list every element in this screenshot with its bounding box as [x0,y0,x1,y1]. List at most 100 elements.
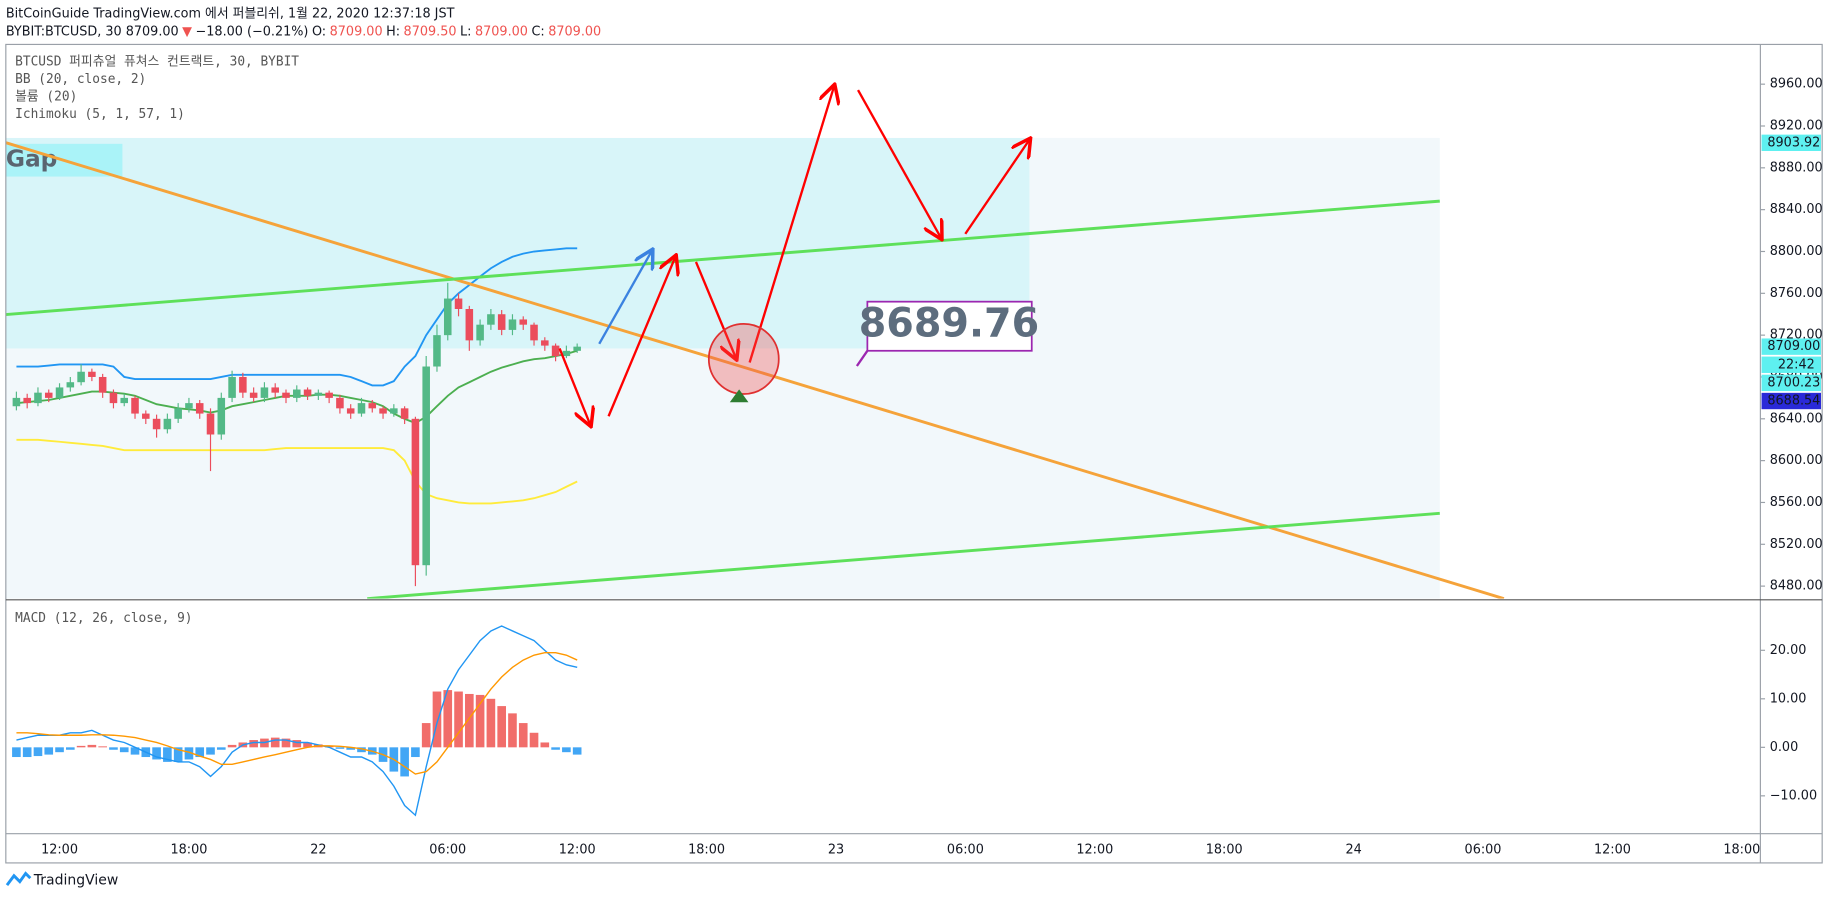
histogram-bar [195,747,205,758]
x-tick-label: 06:00 [429,843,466,858]
candle-body [390,408,398,414]
quote-part: 8709.00 [548,24,601,39]
arrow [857,89,942,240]
candle-body [379,408,387,414]
histogram-bar [497,706,506,748]
histogram-bar [227,744,237,748]
candle-body [357,403,366,414]
histogram-bar [130,747,140,755]
candle-body [152,418,161,430]
quote-part: 8709.50 [404,24,457,39]
candle-body [368,403,377,409]
y-tick-label: 8840.00 [1770,202,1823,217]
histogram-bar [540,742,550,748]
histogram-bar [486,698,496,748]
y-tick-label: 8800.00 [1770,244,1823,259]
y-tick-label: 0.00 [1770,740,1799,755]
legend-entry: MACD (12, 26, close, 9) [15,611,192,626]
price-tag [1761,134,1822,151]
candle-body [185,403,193,409]
legend-entry: 볼륨 (20) [15,90,77,105]
quote-part: BYBIT:BTCUSD, 30 8709.00 [6,24,179,39]
histogram-bar [206,747,215,755]
x-tick-label: 12:00 [41,843,78,858]
candle-body [314,392,323,396]
y-tick-label: 8880.00 [1770,160,1823,175]
axes: 12:00 18:00 22 06:00 12:00 18:00 23 06:00 12:00 1… [5,43,1823,864]
histogram-bar [562,747,571,753]
candle-body [346,408,355,414]
trend-line [5,141,1505,599]
histogram-bar [400,747,409,777]
candle-body [487,314,495,325]
candle-body [98,376,107,393]
indicator-line [16,247,578,387]
y-tick-label: 8920.00 [1770,118,1823,133]
histogram-bar [443,690,453,748]
x-tick-label: 12:00 [1594,843,1631,858]
candle-body [573,346,581,351]
candle-body [336,397,344,409]
x-tick-label: 18:00 [1206,843,1243,858]
candle-body [195,403,204,414]
histogram-bar [292,740,302,748]
x-tick-label: 06:00 [1465,843,1502,858]
price-tag-label: 8688.54 [1767,394,1820,409]
arrow [598,249,653,345]
candle-body [88,371,96,377]
price-tag-label: 8700.23 [1767,375,1820,390]
quote-part: H: [386,24,400,39]
y-tick-label: 8640.00 [1770,411,1823,426]
indicator-line [16,438,578,505]
histogram-bar [303,742,312,748]
histogram-bar [66,747,75,750]
candle-body [519,319,528,325]
x-tick-label: 18:00 [170,843,207,858]
frame [5,43,1823,864]
legend: BTCUSD 퍼피츄얼 퓨쳐스 컨트랙트, 30, BYBIT BB (20, … [15,54,299,626]
arrow [748,84,835,363]
histogram-bar [270,737,280,748]
quote-part: 8709.00 [475,24,528,39]
quote-part: O: [312,24,326,39]
candle-body [12,397,21,407]
quote-line: BYBIT:BTCUSD, 30 8709.00 ▼ −18.00 (−0.21%)… [6,24,601,39]
highlight-circle [707,323,780,395]
candle-body [508,319,517,330]
candle-body [23,397,31,404]
y-tick-label: 8560.00 [1770,495,1823,510]
candle-body [120,397,129,404]
histogram-bar [55,747,64,753]
y-tick-label: 8960.00 [1770,77,1823,92]
histogram-bar [22,747,32,758]
candle-body [163,418,172,430]
y-tick-label: 20.00 [1770,643,1807,658]
histogram-bar [465,693,474,748]
candle-body [34,392,42,404]
histogram-bar [119,747,129,753]
histogram-bar [454,691,463,748]
x-tick-label: 24 [1345,843,1361,858]
arrow [964,138,1030,235]
histogram-bar [12,747,21,758]
x-tick-label: 23 [828,843,844,858]
candle-body [293,389,301,398]
candle-body [325,392,333,398]
x-tick-label: 12:00 [1076,843,1113,858]
quote-part: C: [531,24,544,39]
histogram-bar [346,747,356,750]
candle-body [454,298,463,310]
legend-entry: BB (20, close, 2) [15,72,146,87]
arrow [558,348,591,426]
histogram-bar [44,747,54,755]
up-marker [729,389,749,403]
candle-body [55,387,64,398]
callout-price: 8689.76 [859,301,1039,347]
gap-zone [5,137,1030,349]
channel-line [367,511,1440,599]
price-tag [1761,338,1822,355]
candle-body [497,314,506,330]
histogram-bar [76,745,86,748]
candle-body [217,397,226,435]
candle-body [530,324,538,341]
